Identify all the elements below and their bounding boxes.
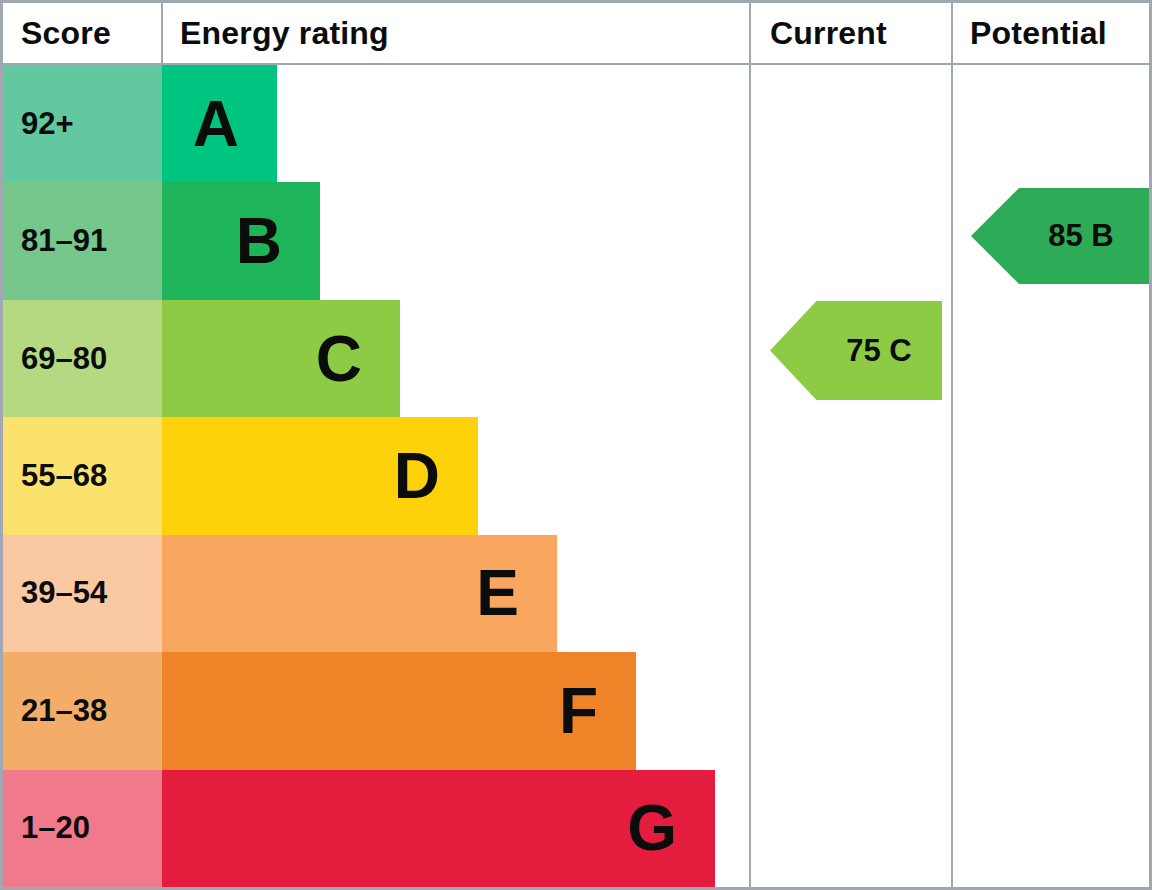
chart-header: Score Energy rating Current Potential: [3, 3, 1149, 63]
band-score-label: 81–91: [3, 182, 162, 299]
band-bar-letter: F: [162, 652, 636, 769]
band-row-a: 92+A: [3, 65, 750, 182]
band-bar-letter: C: [162, 300, 400, 417]
band-score-label: 55–68: [3, 417, 162, 534]
band-row-d: 55–68D: [3, 417, 750, 534]
current-rating-arrow: 75 C: [770, 301, 942, 400]
band-bar-letter: E: [162, 535, 557, 652]
band-score-label: 21–38: [3, 652, 162, 769]
band-bar-letter: D: [162, 417, 478, 534]
band-row-f: 21–38F: [3, 652, 750, 769]
current-column-divider: [749, 3, 751, 887]
rating-bands: 92+A81–91B69–80C55–68D39–54E21–38F1–20G: [3, 65, 750, 887]
band-score-label: 39–54: [3, 535, 162, 652]
score-column-divider: [161, 3, 163, 63]
band-row-g: 1–20G: [3, 770, 750, 887]
potential-column-divider: [951, 3, 953, 887]
epc-rating-chart: Score Energy rating Current Potential 92…: [0, 0, 1152, 890]
potential-rating-arrow: 85 B: [971, 188, 1149, 284]
header-score: Score: [3, 3, 162, 63]
band-bar-letter: A: [162, 65, 277, 182]
band-row-b: 81–91B: [3, 182, 750, 299]
potential-rating-label: 85 B: [1048, 218, 1113, 254]
band-row-c: 69–80C: [3, 300, 750, 417]
band-bar-letter: G: [162, 770, 715, 887]
band-bar-letter: B: [162, 182, 320, 299]
band-score-label: 1–20: [3, 770, 162, 887]
current-rating-label: 75 C: [846, 333, 911, 369]
band-score-label: 92+: [3, 65, 162, 182]
band-row-e: 39–54E: [3, 535, 750, 652]
header-energy-rating: Energy rating: [162, 3, 750, 63]
header-potential: Potential: [952, 3, 1149, 63]
header-current: Current: [750, 3, 952, 63]
band-score-label: 69–80: [3, 300, 162, 417]
